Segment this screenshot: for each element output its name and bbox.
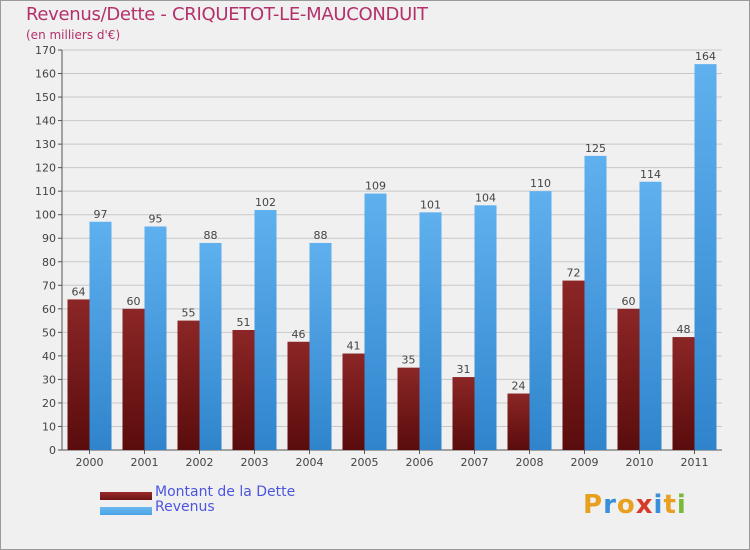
- logo-letter: i: [653, 490, 664, 520]
- data-label-dette: 60: [127, 295, 141, 308]
- y-tick-label: 40: [42, 350, 56, 363]
- logo-letter: i: [676, 490, 687, 520]
- data-label-dette: 35: [402, 354, 416, 367]
- bar-dette: [562, 280, 585, 450]
- chart-subtitle: (en milliers d'€): [26, 28, 121, 42]
- data-label-revenus: 109: [365, 180, 386, 193]
- logo-letter: x: [635, 490, 654, 520]
- y-tick-label: 10: [42, 420, 56, 433]
- legend-swatch-revenus: [100, 507, 152, 515]
- x-tick-label: 2002: [186, 456, 214, 469]
- data-label-dette: 51: [237, 316, 251, 329]
- bar-dette: [672, 337, 695, 450]
- y-tick-label: 160: [35, 68, 56, 81]
- data-label-revenus: 95: [149, 212, 163, 225]
- bar-dette: [507, 393, 530, 450]
- logo-letter: t: [663, 490, 677, 520]
- x-tick-label: 2003: [241, 456, 269, 469]
- data-label-revenus: 104: [475, 191, 496, 204]
- y-tick-label: 70: [42, 279, 56, 292]
- y-tick-label: 0: [49, 444, 56, 457]
- x-tick-label: 2000: [76, 456, 104, 469]
- bar-revenus: [254, 210, 277, 450]
- legend-label-revenus: Revenus: [155, 499, 215, 515]
- y-tick-label: 60: [42, 303, 56, 316]
- y-tick-label: 100: [35, 209, 56, 222]
- bar-revenus: [309, 242, 332, 450]
- data-label-revenus: 164: [695, 50, 716, 63]
- bar-revenus: [419, 212, 442, 450]
- y-tick-label: 50: [42, 326, 56, 339]
- legend-swatch-dette: [100, 492, 152, 500]
- bar-revenus: [639, 181, 662, 450]
- bar-revenus: [144, 226, 167, 450]
- x-tick-label: 2008: [516, 456, 544, 469]
- logo-letter: P: [583, 490, 604, 520]
- bar-revenus: [694, 64, 717, 450]
- x-tick-label: 2005: [351, 456, 379, 469]
- data-label-revenus: 102: [255, 196, 276, 209]
- bar-dette: [397, 367, 420, 450]
- y-tick-label: 90: [42, 232, 56, 245]
- bar-revenus: [199, 242, 222, 450]
- data-label-dette: 55: [182, 307, 196, 320]
- y-tick-label: 80: [42, 256, 56, 269]
- data-label-revenus: 125: [585, 142, 606, 155]
- y-tick-label: 110: [35, 185, 56, 198]
- bar-dette: [287, 341, 310, 450]
- bar-dette: [342, 353, 365, 450]
- data-label-dette: 41: [347, 340, 361, 353]
- y-tick-label: 170: [35, 44, 56, 57]
- data-label-revenus: 88: [314, 229, 328, 242]
- proxiti-logo: Proxiti: [583, 490, 687, 520]
- bar-dette: [452, 377, 475, 450]
- data-label-revenus: 101: [420, 198, 441, 211]
- chart-title: Revenus/Dette - CRIQUETOT-LE-MAUCONDUIT: [26, 4, 428, 25]
- data-label-dette: 31: [457, 363, 471, 376]
- data-label-revenus: 88: [204, 229, 218, 242]
- y-tick-label: 30: [42, 373, 56, 386]
- bar-dette: [67, 299, 90, 450]
- bar-dette: [122, 308, 145, 450]
- bar-dette: [232, 330, 255, 450]
- data-label-revenus: 110: [530, 177, 551, 190]
- y-tick-label: 140: [35, 115, 56, 128]
- logo-letter: o: [616, 490, 636, 520]
- x-tick-label: 2010: [626, 456, 654, 469]
- logo-letter: r: [603, 490, 617, 520]
- data-label-dette: 60: [622, 295, 636, 308]
- y-tick-label: 120: [35, 162, 56, 175]
- x-tick-label: 2001: [131, 456, 159, 469]
- legend-label-dette: Montant de la Dette: [155, 484, 296, 500]
- x-tick-label: 2004: [296, 456, 324, 469]
- bar-revenus: [584, 155, 607, 450]
- x-tick-label: 2007: [461, 456, 489, 469]
- bar-revenus: [89, 221, 112, 450]
- bar-dette: [617, 308, 640, 450]
- data-label-dette: 24: [512, 380, 526, 393]
- x-tick-label: 2009: [571, 456, 599, 469]
- data-label-dette: 48: [677, 323, 691, 336]
- x-tick-label: 2011: [681, 456, 709, 469]
- data-label-revenus: 114: [640, 168, 661, 181]
- x-tick-label: 2006: [406, 456, 434, 469]
- data-label-dette: 46: [292, 328, 306, 341]
- bar-revenus: [529, 191, 552, 451]
- data-label-dette: 72: [567, 267, 581, 280]
- data-label-dette: 64: [72, 285, 86, 298]
- bar-revenus: [364, 193, 387, 450]
- data-label-revenus: 97: [94, 208, 108, 221]
- bar-dette: [177, 320, 200, 450]
- y-tick-label: 20: [42, 397, 56, 410]
- y-tick-label: 150: [35, 91, 56, 104]
- bar-revenus: [474, 205, 497, 450]
- y-tick-label: 130: [35, 138, 56, 151]
